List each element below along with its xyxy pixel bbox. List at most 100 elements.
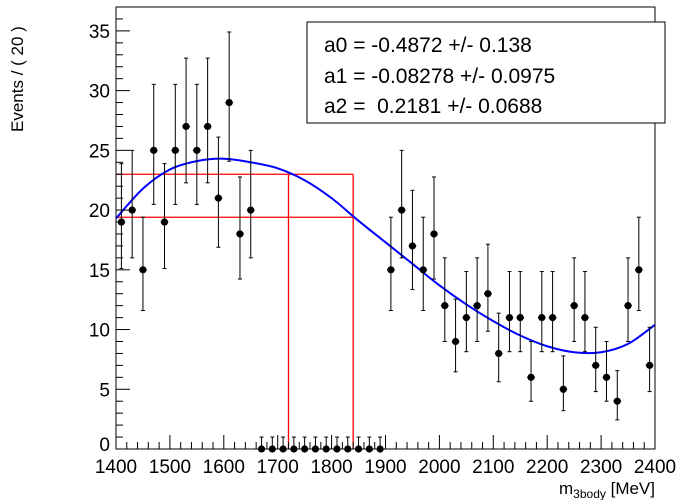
- data-point: [214, 136, 223, 248]
- marker: [592, 361, 600, 369]
- marker: [182, 122, 190, 131]
- data-point: [581, 271, 589, 353]
- marker: [548, 313, 557, 322]
- data-point: [387, 216, 395, 311]
- marker: [527, 373, 535, 381]
- data-point: [289, 436, 298, 453]
- data-point: [473, 257, 482, 342]
- y-axis-label: Events / ( 20 ): [8, 26, 27, 132]
- y-tick-label: 35: [89, 22, 110, 43]
- data-point: [408, 189, 417, 291]
- y-tick-label: 20: [89, 201, 110, 222]
- data-point: [333, 436, 341, 453]
- data-point: [236, 176, 244, 280]
- marker: [128, 206, 136, 214]
- data-point: [505, 271, 514, 353]
- marker: [247, 206, 255, 214]
- marker: [462, 313, 470, 322]
- x-tick-label: 1800: [310, 457, 352, 478]
- data-point: [182, 57, 190, 184]
- marker: [150, 146, 158, 154]
- marker: [160, 218, 169, 226]
- marker: [193, 146, 201, 154]
- marker: [408, 242, 417, 250]
- data-point: [354, 436, 363, 453]
- data-point: [268, 436, 277, 453]
- marker: [451, 337, 460, 346]
- data-point: [322, 436, 331, 453]
- data-point: [559, 355, 568, 412]
- x-tick-label: 1600: [203, 457, 245, 478]
- data-point: [624, 257, 632, 342]
- data-point: [343, 436, 352, 453]
- marker: [646, 361, 654, 369]
- marker: [398, 206, 406, 214]
- marker: [581, 313, 589, 322]
- marker: [225, 98, 233, 107]
- marker: [236, 230, 244, 238]
- data-point: [192, 83, 201, 205]
- y-tick-label: 0: [99, 435, 110, 456]
- marker: [214, 194, 223, 202]
- data-point: [484, 243, 492, 332]
- x-tick-label: 2000: [418, 457, 460, 478]
- x-tick-label: 1900: [364, 457, 406, 478]
- data-point: [527, 340, 535, 402]
- data-point: [645, 326, 654, 393]
- x-axis-label: m3body [MeV]: [559, 479, 655, 500]
- data-point: [300, 436, 309, 453]
- data-point: [139, 216, 147, 311]
- x-tick-label: 2300: [580, 457, 622, 478]
- data-point: [246, 149, 255, 259]
- data-point: [149, 83, 158, 205]
- x-tick-label: 1700: [257, 457, 299, 478]
- marker: [602, 373, 611, 381]
- x-tick-label: 2200: [526, 457, 568, 478]
- data-point: [602, 340, 611, 402]
- marker: [387, 266, 395, 274]
- data-point: [279, 436, 287, 453]
- marker: [559, 385, 567, 393]
- data-point: [462, 271, 471, 353]
- data-point: [311, 436, 320, 453]
- data-point: [397, 149, 406, 259]
- data-point: [419, 216, 428, 311]
- marker: [505, 313, 514, 322]
- marker: [495, 349, 503, 358]
- data-point: [494, 312, 503, 383]
- data-point: [591, 326, 600, 393]
- marker: [635, 266, 643, 274]
- x-tick-label: 1500: [149, 457, 191, 478]
- legend-a0: a0 = -0.4872 +/- 0.138: [324, 34, 532, 57]
- data-point: [365, 436, 374, 453]
- data-point: [376, 436, 384, 453]
- y-tick-label: 10: [89, 321, 110, 342]
- y-tick-label: 25: [89, 141, 110, 162]
- legend-a2: a2 = 0.2181 +/- 0.0688: [324, 95, 542, 118]
- marker: [570, 302, 578, 310]
- marker: [538, 313, 546, 322]
- marker: [204, 122, 212, 131]
- data-point: [430, 176, 438, 280]
- data-point: [225, 31, 234, 162]
- marker: [139, 266, 147, 274]
- y-tick-label: 30: [89, 82, 110, 103]
- marker: [516, 313, 524, 322]
- data-point: [171, 83, 180, 205]
- marker: [430, 230, 438, 238]
- data-point: [537, 271, 546, 353]
- data-point: [203, 57, 212, 184]
- fit-curve: [115, 157, 656, 355]
- y-tick-label: 5: [99, 380, 110, 401]
- legend-a1: a1 = -0.08278 +/- 0.0975: [324, 65, 555, 88]
- y-tick-label: 15: [89, 261, 110, 282]
- data-point: [634, 216, 643, 311]
- marker: [613, 397, 621, 405]
- marker: [171, 146, 179, 154]
- marker: [484, 290, 492, 298]
- data-point: [160, 163, 169, 269]
- data-point: [613, 370, 622, 421]
- data-point: [257, 436, 266, 453]
- data-point: [451, 298, 460, 373]
